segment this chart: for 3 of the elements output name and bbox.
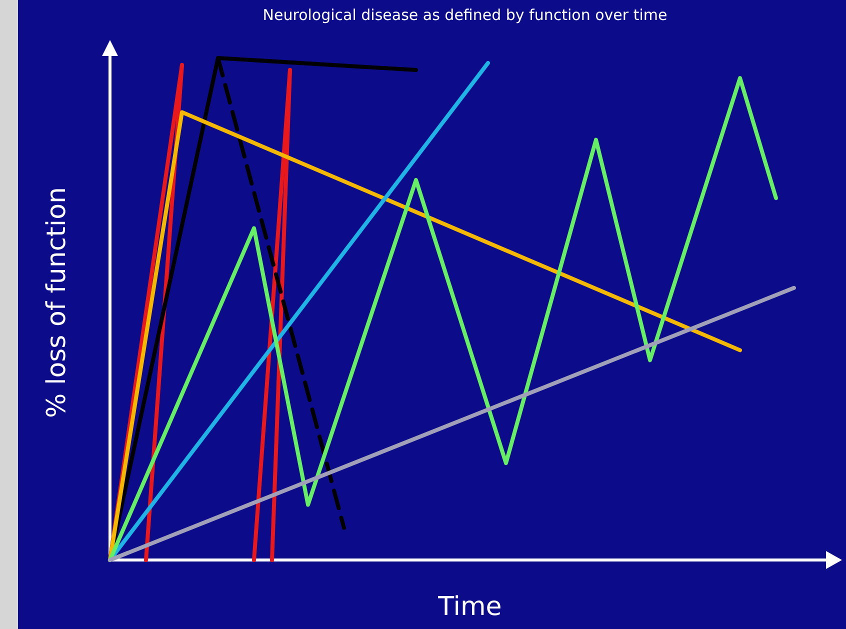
y-axis-title: % loss of function <box>42 187 72 418</box>
x-axis-title: Time <box>437 592 502 622</box>
chart-title: Neurological disease as defined by function over time <box>262 6 668 24</box>
